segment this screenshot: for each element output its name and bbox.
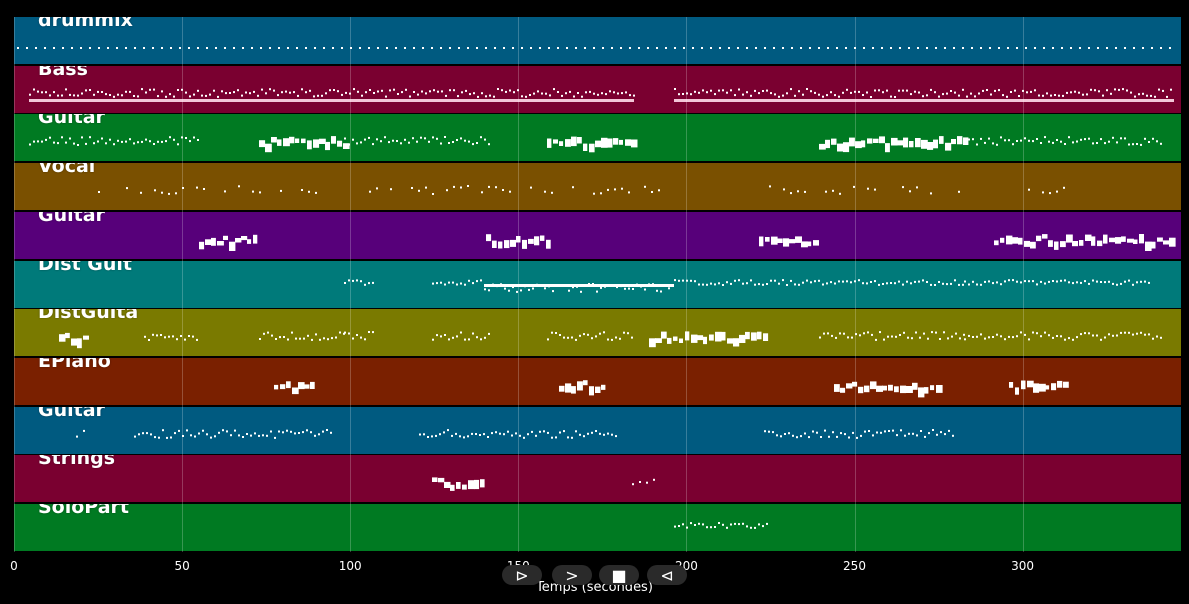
stop-icon: ■ <box>611 565 627 585</box>
track-lane-6[interactable]: Dist Guit <box>14 260 1181 308</box>
note-pattern <box>674 522 768 529</box>
note-pattern <box>59 331 1162 349</box>
note-pattern <box>344 278 1150 293</box>
grid-line <box>1022 17 1024 552</box>
track-lane-3[interactable]: Guitar <box>14 114 1181 162</box>
note-pattern <box>199 233 1176 251</box>
note-pattern <box>29 136 1162 153</box>
track-name: SoloPart <box>38 504 129 518</box>
back-icon: ⊲ <box>660 565 674 585</box>
play-button[interactable]: ⊳ <box>502 565 542 585</box>
track-lane-1[interactable]: drummix <box>14 17 1181 64</box>
track-lane-8[interactable]: EPiano <box>14 357 1181 405</box>
grid-line <box>182 17 184 552</box>
play-icon: ⊳ <box>515 565 529 585</box>
grid-line <box>350 17 352 552</box>
track-name: Vocal <box>38 163 96 178</box>
track-lane-10[interactable]: Strings <box>14 455 1181 503</box>
note-pattern <box>17 47 1171 49</box>
tick-label: 250 <box>843 559 866 573</box>
track-name: Guitar <box>38 211 105 226</box>
note-pattern <box>432 477 655 492</box>
track-lane-7[interactable]: DistGuita <box>14 309 1181 357</box>
track-name: Guitar <box>38 406 105 421</box>
grid-line <box>854 17 856 552</box>
note-pattern <box>98 185 1065 196</box>
forward-icon: > <box>565 565 579 585</box>
grid-line <box>14 17 15 552</box>
track-name: Bass <box>38 65 88 80</box>
back-button[interactable]: ⊲ <box>647 565 687 585</box>
tick-label: 300 <box>1011 559 1035 573</box>
grid-line <box>686 17 688 552</box>
track-name: Guitar <box>38 114 105 129</box>
track-lane-9[interactable]: Guitar <box>14 406 1181 454</box>
track-name: drummix <box>38 17 133 31</box>
stop-button[interactable]: ■ <box>599 565 639 585</box>
forward-button[interactable]: > <box>552 565 592 585</box>
track-lane-5[interactable]: Guitar <box>14 211 1181 259</box>
track-name: Strings <box>38 455 116 470</box>
track-lane-2[interactable]: Bass <box>14 65 1181 113</box>
note-pattern <box>29 87 1174 102</box>
track-name: Dist Guit <box>38 260 133 275</box>
note-pattern <box>274 380 1069 398</box>
track-name: EPiano <box>38 357 111 372</box>
note-pattern <box>76 428 954 439</box>
track-lane-4[interactable]: Vocal <box>14 163 1181 211</box>
grid-line <box>518 17 520 552</box>
track-lane-11[interactable]: SoloPart <box>14 504 1181 551</box>
tick-label: 50 <box>174 559 190 573</box>
axis-label: Temps (secondes) <box>536 580 653 595</box>
track-lanes: drummix Bass Guitar Vocal Guitar Dist Guit Dis… <box>14 17 1181 552</box>
tick-label: 100 <box>338 559 362 573</box>
track-name: DistGuita <box>38 309 139 324</box>
tick-label: 0 <box>10 559 18 573</box>
